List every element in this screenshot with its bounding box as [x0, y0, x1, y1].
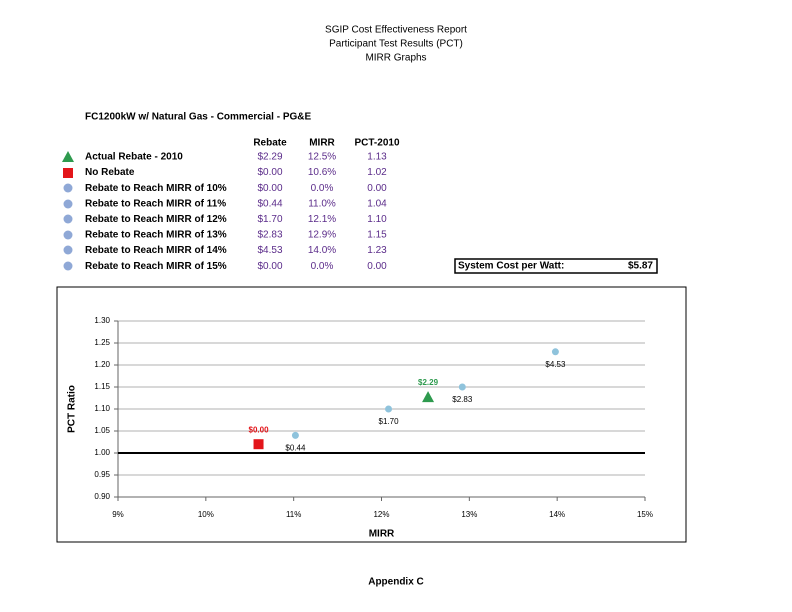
row-label: Rebate to Reach MIRR of 10%: [85, 183, 227, 194]
y-tick-label: 1.00: [94, 448, 110, 457]
cell: 1.10: [367, 214, 387, 225]
cost-box: [454, 258, 658, 274]
cell: 0.0%: [311, 183, 334, 194]
chart-frame: [56, 286, 687, 543]
cell: $0.00: [257, 261, 282, 272]
y-tick-label: 0.90: [94, 492, 110, 501]
cell: 10.6%: [308, 167, 336, 178]
legend-circles: [63, 183, 73, 271]
cost-label: System Cost per Watt:: [458, 261, 564, 272]
point-label: $0.00: [249, 425, 270, 434]
point: [422, 391, 435, 403]
cell: 1.15: [367, 230, 387, 241]
y-tick-label: 1.05: [94, 426, 110, 435]
x-tick-label: 15%: [637, 510, 653, 519]
cell: 0.0%: [311, 261, 334, 272]
row-label: Rebate to Reach MIRR of 14%: [85, 245, 227, 256]
y-tick-label: 1.30: [94, 316, 110, 325]
header-line: MIRR Graphs: [365, 53, 426, 64]
x-tick-label: 12%: [373, 510, 389, 519]
cell: 1.23: [367, 245, 387, 256]
cell: $2.29: [257, 152, 282, 163]
row-label: Rebate to Reach MIRR of 15%: [85, 261, 227, 272]
y-tick-label: 1.10: [94, 404, 110, 413]
cell: 0.00: [367, 183, 387, 194]
cell: 12.1%: [308, 214, 336, 225]
y-tick-label: 0.95: [94, 470, 110, 479]
cell: 12.9%: [308, 230, 336, 241]
cell: $0.00: [257, 167, 282, 178]
y-axis-title: PCT Ratio: [67, 385, 78, 433]
point-label: $2.29: [418, 378, 439, 387]
point: [385, 405, 393, 413]
cell: $2.83: [257, 230, 282, 241]
row-label: Rebate to Reach MIRR of 13%: [85, 230, 227, 241]
cell: 12.5%: [308, 152, 336, 163]
cell: $1.70: [257, 214, 282, 225]
x-tick-label: 11%: [286, 510, 301, 519]
cell: $0.44: [257, 198, 282, 209]
subtitle: FC1200kW w/ Natural Gas - Commercial - P…: [85, 112, 312, 123]
y-tick-label: 1.20: [94, 360, 110, 369]
x-tick-label: 10%: [198, 510, 214, 519]
point-label: $0.44: [285, 444, 306, 453]
cell: $4.53: [257, 245, 282, 256]
x-tick-label: 14%: [549, 510, 565, 519]
row-label: Rebate to Reach MIRR of 12%: [85, 214, 227, 225]
y-tick-label: 1.15: [94, 382, 110, 391]
x-axis-title: MIRR: [369, 529, 395, 540]
column-header: MIRR: [309, 138, 335, 149]
x-tick-label: 13%: [461, 510, 477, 519]
point: [291, 431, 299, 439]
cell: 14.0%: [308, 245, 336, 256]
row-label: Actual Rebate - 2010: [85, 152, 183, 163]
legend-square: [63, 168, 73, 178]
point: [551, 348, 559, 356]
cell: 1.04: [367, 198, 387, 209]
x-tick-label: 9%: [112, 510, 124, 519]
point-label: $4.53: [545, 360, 566, 369]
y-tick-label: 1.25: [94, 338, 110, 347]
column-header: Rebate: [253, 138, 287, 149]
point-label: $1.70: [379, 417, 400, 426]
cell: $0.00: [257, 183, 282, 194]
point: [253, 439, 264, 450]
header-line: SGIP Cost Effectiveness Report: [325, 25, 467, 36]
point: [458, 383, 466, 391]
cost-value: $5.87: [628, 261, 653, 272]
column-header: PCT-2010: [354, 138, 399, 149]
cell: 1.13: [367, 152, 387, 163]
legend-triangle: [62, 151, 74, 162]
footer: Appendix C: [368, 577, 424, 588]
row-label: No Rebate: [85, 167, 135, 178]
row-label: Rebate to Reach MIRR of 11%: [85, 198, 226, 209]
point-label: $2.83: [452, 395, 473, 404]
cell: 1.02: [367, 167, 387, 178]
header-line: Participant Test Results (PCT): [329, 39, 463, 50]
cell: 11.0%: [308, 198, 336, 209]
cell: 0.00: [367, 261, 387, 272]
